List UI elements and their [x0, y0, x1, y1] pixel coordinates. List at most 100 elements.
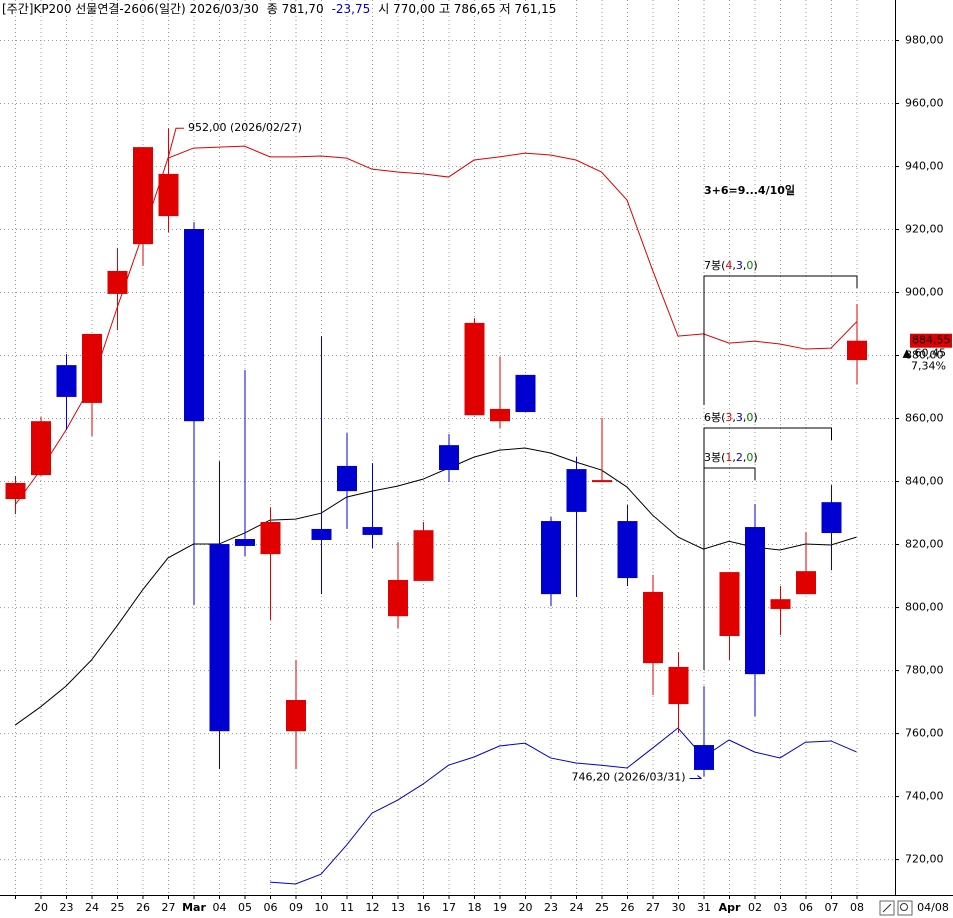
- x-tick-label: 08: [850, 901, 864, 914]
- candle-body: [362, 527, 383, 535]
- x-tick-label: 07: [825, 901, 839, 914]
- bracket-label-part: 3: [725, 411, 732, 424]
- x-tick-label: 27: [646, 901, 660, 914]
- bracket-label-part: 3: [736, 411, 743, 424]
- bracket-label-part: ): [753, 411, 757, 424]
- title-part: [주간]KP200 선물연결-2606(일간) 2026/03/30: [2, 2, 259, 16]
- high-annotation: 952,00 (2026/02/27): [188, 121, 302, 134]
- x-tick-label: 26: [621, 901, 635, 914]
- x-tick-label: 25: [111, 901, 125, 914]
- band-line: [14, 447, 857, 726]
- x-tick-label: 09: [289, 901, 303, 914]
- x-tick-label: Apr: [719, 901, 741, 914]
- x-tick-label: 27: [162, 901, 176, 914]
- bracket-label-part: 7봉(: [704, 259, 725, 272]
- candle-body: [541, 521, 561, 595]
- end-date: 04/08: [917, 901, 949, 914]
- last-price-box: [910, 333, 952, 348]
- candle-body: [490, 408, 510, 422]
- x-tick-label: 24: [85, 901, 99, 914]
- bracket-label-part: 3봉(: [704, 451, 725, 464]
- x-tick-label: 05: [238, 901, 252, 914]
- y-tick-label: 860,00: [905, 412, 944, 425]
- x-tick-label: 31: [697, 901, 711, 914]
- x-tick-label: Mar: [182, 901, 206, 914]
- x-tick-label: 17: [442, 901, 456, 914]
- note: 3+6=9...4/10일: [704, 183, 795, 197]
- bracket-label-part: ,: [743, 451, 747, 464]
- bracket-label-part: 2: [736, 451, 743, 464]
- x-tick-label: 23: [544, 901, 558, 914]
- bracket-label-part: 4: [725, 259, 732, 272]
- bands: [14, 145, 857, 885]
- band-line: [269, 727, 857, 885]
- bracket-label-part: ,: [743, 259, 747, 272]
- candle-body: [133, 147, 153, 245]
- x-tick-label: 02: [748, 901, 762, 914]
- candle-body: [56, 365, 77, 397]
- x-tick-label: 26: [136, 901, 150, 914]
- candle-body: [719, 572, 740, 637]
- bracket: [703, 467, 756, 670]
- candle-body: [82, 333, 102, 403]
- candle-body: [617, 521, 638, 579]
- bracket-label-part: 0: [746, 411, 753, 424]
- edit-icon-glyph: [882, 903, 892, 913]
- title-part: -23,75: [332, 2, 371, 16]
- candle-body: [107, 270, 128, 294]
- x-tick-label: 12: [366, 901, 380, 914]
- title-part: 시 770,00 고 786,65 저 761,15: [378, 2, 556, 16]
- bracket-label-part: ,: [732, 411, 736, 424]
- candle-body: [158, 173, 179, 217]
- candles: [5, 128, 867, 777]
- bracket-label-part: 0: [746, 451, 753, 464]
- zoom-icon-glyph: [900, 903, 908, 911]
- zoom-icon[interactable]: [897, 900, 913, 916]
- x-tick-label: 13: [391, 901, 405, 914]
- x-tick-label: 06: [799, 901, 813, 914]
- candle-body: [796, 571, 816, 595]
- x-tick-label: 20: [34, 901, 48, 914]
- candle-body: [235, 539, 255, 546]
- y-tick-label: 960,00: [905, 97, 944, 110]
- x-tick-label: 23: [60, 901, 74, 914]
- bracket-label-part: ,: [732, 451, 736, 464]
- y-tick-label: 920,00: [905, 223, 944, 236]
- title-part: 종 781,70: [267, 2, 324, 16]
- x-tick-label: 03: [774, 901, 788, 914]
- bracket-label-part: ): [753, 451, 757, 464]
- change-pct: 7,34%: [911, 360, 946, 373]
- candle-body: [515, 374, 536, 413]
- candle-body: [821, 502, 842, 534]
- candle-body: [592, 480, 612, 483]
- x-tick-label: 20: [519, 901, 533, 914]
- candle-body: [668, 666, 689, 705]
- candle-body: [388, 579, 408, 617]
- bracket-label-part: ,: [732, 259, 736, 272]
- x-tick-label: 06: [264, 901, 278, 914]
- y-tick-label: 900,00: [905, 286, 944, 299]
- bracket-label-part: 3: [736, 259, 743, 272]
- y-tick-label: 840,00: [905, 475, 944, 488]
- bracket-label-part: 1: [725, 451, 732, 464]
- y-tick-label: 800,00: [905, 601, 944, 614]
- x-tick-label: 10: [315, 901, 329, 914]
- candle-body: [694, 745, 714, 770]
- candle-body: [209, 544, 230, 732]
- y-tick-label: 880,00: [905, 349, 944, 362]
- candle-body: [5, 482, 26, 500]
- y-tick-label: 760,00: [905, 727, 944, 740]
- x-tick-label: 30: [672, 901, 686, 914]
- last-price: 884,55: [912, 334, 951, 347]
- candle-body: [439, 445, 459, 471]
- y-tick-label: 740,00: [905, 790, 944, 803]
- annotations: 952,00 (2026/02/27) 746,20 (2026/03/31) 3+…: [167, 121, 952, 784]
- chart-title: [주간]KP200 선물연결-2606(일간) 2026/03/30 종 781,…: [2, 2, 556, 16]
- annotation-arrow: [167, 127, 184, 159]
- y-tick-label: 940,00: [905, 160, 944, 173]
- y-tick-label: 820,00: [905, 538, 944, 551]
- annotation-arrow: [689, 775, 702, 780]
- candle-body: [566, 469, 587, 512]
